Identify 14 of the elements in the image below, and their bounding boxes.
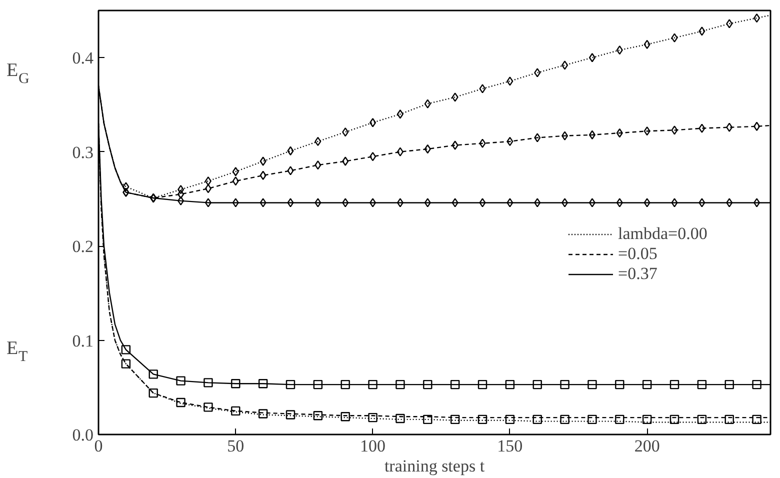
x-axis-title: training steps t <box>384 456 485 476</box>
x-tick-label: 150 <box>497 436 523 456</box>
x-tick-label: 200 <box>634 436 660 456</box>
text: lambda=0.00 <box>618 224 708 243</box>
y-tick-label: 0.0 <box>72 426 94 444</box>
y-tick-label: 0.3 <box>72 142 94 162</box>
y-tick-label: 0.4 <box>72 48 94 68</box>
legend-label: =0.37 <box>618 264 658 284</box>
x-tick-label: 100 <box>360 436 386 456</box>
y-tick-label: 0.2 <box>72 237 94 256</box>
x-tick-label: 50 <box>227 436 244 456</box>
y-tick-label: 0.1 <box>72 331 94 350</box>
legend-label: =0.05 <box>618 244 658 264</box>
x-tick-label: 0 <box>94 436 103 456</box>
